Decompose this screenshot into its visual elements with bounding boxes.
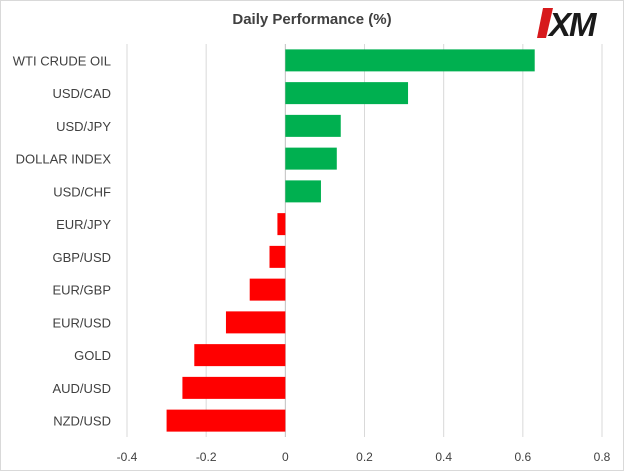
bar-gbp-usd [269,245,286,268]
xm-logo: XM [537,6,600,40]
bars [166,49,535,432]
x-tick-labels: -0.4 -0.2 0 0.2 0.4 0.6 0.8 [117,450,611,464]
category-labels: WTI CRUDE OIL USD/CAD USD/JPY DOLLAR INDEX U… [13,53,112,428]
category-label: USD/JPY [56,119,111,134]
category-label: GOLD [74,348,111,363]
category-label: NZD/USD [53,414,111,429]
bar-wti-crude-oil [285,49,535,72]
gridlines [126,44,603,437]
bar-gold [194,344,286,367]
bar-usd-jpy [285,114,341,137]
bar-eur-jpy [277,213,286,236]
x-tick-label: 0.4 [435,450,452,464]
bar-eur-usd [225,311,286,334]
category-label: EUR/JPY [56,217,111,232]
bar-usd-cad [285,82,409,105]
x-tick-label: 0.6 [514,450,531,464]
category-label: EUR/USD [52,315,111,330]
category-label: GBP/USD [52,250,111,265]
category-label: USD/CAD [52,86,111,101]
bar-nzd-usd [166,409,286,432]
category-label: USD/CHF [53,184,111,199]
category-label: WTI CRUDE OIL [13,53,111,68]
bar-aud-usd [182,376,286,399]
x-tick-label: 0.2 [356,450,373,464]
x-tick-label: -0.4 [117,450,138,464]
category-label: EUR/GBP [52,283,111,298]
x-tick-label: 0 [282,450,289,464]
chart-title: Daily Performance (%) [232,11,392,28]
x-tick-label: 0.8 [594,450,611,464]
xm-logo-text: XM [547,6,598,40]
bar-usd-chf [285,180,321,203]
x-tick-label: -0.2 [196,450,217,464]
bar-dollar-index [285,147,337,170]
bar-eur-gbp [249,278,286,301]
xm-logo-mark [537,8,553,38]
category-label: DOLLAR INDEX [16,152,112,167]
category-label: AUD/USD [52,381,111,396]
